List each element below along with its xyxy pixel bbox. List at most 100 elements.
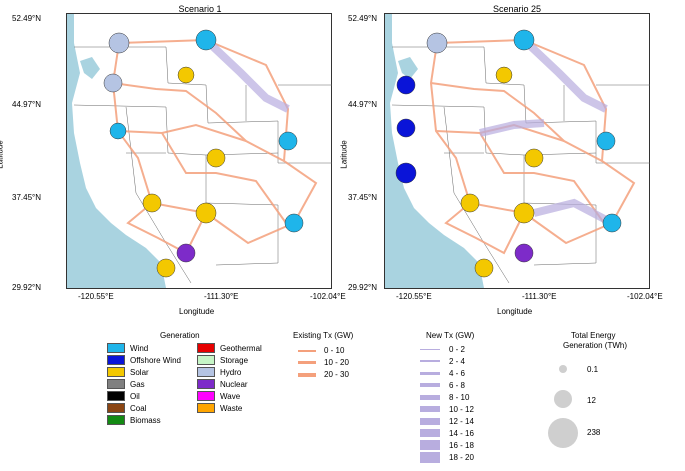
legend-swatch-nuclear [197, 379, 215, 389]
map-frame-2 [384, 13, 650, 289]
legend-label-new-7: 14 - 16 [449, 428, 474, 438]
legend-total-medium [554, 390, 572, 408]
legend-new-tx-3: 6 - 8 [420, 379, 530, 391]
legend-label-oil: Oil [130, 391, 140, 401]
x-axis-label-2: Longitude [497, 307, 533, 316]
y-tick-3-2: 37.45°N [348, 193, 377, 202]
legend-total-title-1: Total Energy [571, 331, 616, 340]
legend-band-new-4 [420, 394, 440, 400]
legend-line-existing-1 [298, 361, 316, 364]
legend-line-existing-0 [298, 349, 316, 352]
panel-title-scenario-1: Scenario 1 [178, 4, 222, 14]
legend-label-nuclear: Nuclear [220, 379, 248, 389]
legend-label-storage: Storage [220, 355, 249, 365]
legend-label-new-4: 8 - 10 [449, 392, 470, 402]
y-tick-top-2: 52.49°N [348, 14, 377, 23]
legend-offshore-wind: Offshore Wind [107, 355, 181, 365]
generation-pies [103, 29, 304, 278]
legend-coal: Coal [107, 403, 146, 413]
legend-band-new-7 [420, 429, 440, 437]
x-tick-right-2: -102.04°E [627, 292, 663, 301]
legend-swatch-wave [197, 391, 215, 401]
legend-total-label-medium: 12 [587, 396, 596, 405]
puget-sound-2 [398, 57, 418, 79]
legend-label-new-6: 12 - 14 [449, 416, 474, 426]
legend-band-new-3 [420, 383, 440, 387]
y-tick-bottom-2: 29.92°N [348, 283, 377, 292]
x-tick-right-1: -102.04°E [310, 292, 346, 301]
y-tick-bottom: 29.92°N [12, 283, 41, 292]
legend-hydro: Hydro [197, 367, 241, 377]
legend-wind: Wind [107, 343, 148, 353]
panel-title-scenario-25: Scenario 25 [492, 4, 542, 14]
legend-new-tx-9: 18 - 20 [420, 451, 530, 463]
x-tick-left-1: -120.55°E [78, 292, 114, 301]
legend-swatch-storage [197, 355, 215, 365]
legend-existing-tx-1: 10 - 20 [298, 358, 349, 367]
legend-label-new-9: 18 - 20 [449, 452, 474, 462]
legend-new-tx-6: 12 - 14 [420, 415, 530, 427]
legend-label-offshore-wind: Offshore Wind [130, 355, 181, 365]
legend-new-tx-0: 0 - 2 [420, 343, 530, 355]
legend-new-tx-4: 8 - 10 [420, 391, 530, 403]
legend-band-new-9 [420, 451, 440, 463]
legend-biomass: Biomass [107, 415, 161, 425]
legend-swatch-oil [107, 391, 125, 401]
legend-new-tx-list: 0 - 2 2 - 4 4 - 6 6 - 8 8 - 10 10 - 12 1… [420, 343, 530, 463]
legend-label-existing-0: 0 - 10 [324, 346, 345, 355]
legend-solar: Solar [107, 367, 149, 377]
legend-band-new-5 [420, 406, 440, 412]
legend-swatch-waste [197, 403, 215, 413]
puget-sound [80, 57, 100, 79]
legend-band-new-6 [420, 417, 440, 425]
x-axis-label-1: Longitude [179, 307, 215, 316]
legend-wave: Wave [197, 391, 240, 401]
legend-swatch-coal [107, 403, 125, 413]
legend-new-tx-title: New Tx (GW) [426, 331, 475, 340]
ocean-2 [385, 14, 484, 288]
legend-band-new-2 [420, 371, 440, 375]
y-tick-2: 44.97°N [12, 100, 41, 109]
map-scenario-25 [384, 13, 650, 289]
legend-swatch-solar [107, 367, 125, 377]
ocean [67, 14, 166, 288]
y-tick-top: 52.49°N [12, 14, 41, 23]
legend-total-title-2: Generation (TWh) [563, 341, 628, 350]
legend-label-existing-2: 20 - 30 [324, 370, 349, 379]
legend-label-solar: Solar [130, 367, 149, 377]
tx-new-2 [479, 37, 614, 227]
legend-oil: Oil [107, 391, 140, 401]
legend-label-new-0: 0 - 2 [449, 344, 466, 354]
legend-swatch-geothermal [197, 343, 215, 353]
map-scenario-1 [66, 13, 332, 289]
legend-total-label-small: 0.1 [587, 365, 599, 374]
legend-swatch-hydro [197, 367, 215, 377]
legend-band-new-1 [420, 360, 440, 362]
legend-label-new-5: 10 - 12 [449, 404, 474, 414]
y-tick-2-2: 44.97°N [348, 100, 377, 109]
legend-swatch-biomass [107, 415, 125, 425]
legend-swatch-wind [107, 343, 125, 353]
x-tick-left-2: -120.55°E [396, 292, 432, 301]
legend-total-label-large: 238 [587, 428, 601, 437]
legend-new-tx-2: 4 - 6 [420, 367, 530, 379]
legend-new-tx-8: 16 - 18 [420, 439, 530, 451]
tx-new [203, 37, 290, 113]
legend-nuclear: Nuclear [197, 379, 248, 389]
legend-label-hydro: Hydro [220, 367, 242, 377]
legend-storage: Storage [197, 355, 248, 365]
legend-existing-tx-2: 20 - 30 [298, 370, 349, 379]
legend-label-new-1: 2 - 4 [449, 356, 466, 366]
legend-label-new-2: 4 - 6 [449, 368, 466, 378]
legend-total-small [559, 365, 567, 373]
x-tick-mid-2: -111.30°E [522, 292, 557, 301]
y-axis-label: Latitude [0, 140, 5, 169]
legend-geothermal: Geothermal [197, 343, 262, 353]
legend-new-tx-7: 14 - 16 [420, 427, 530, 439]
legend-existing-tx-0: 0 - 10 [298, 346, 344, 355]
legend-new-tx-1: 2 - 4 [420, 355, 530, 367]
legend-label-wave: Wave [220, 391, 241, 401]
legend-waste: Waste [197, 403, 242, 413]
legend-label-existing-1: 10 - 20 [324, 358, 349, 367]
legend-label-new-8: 16 - 18 [449, 440, 474, 450]
